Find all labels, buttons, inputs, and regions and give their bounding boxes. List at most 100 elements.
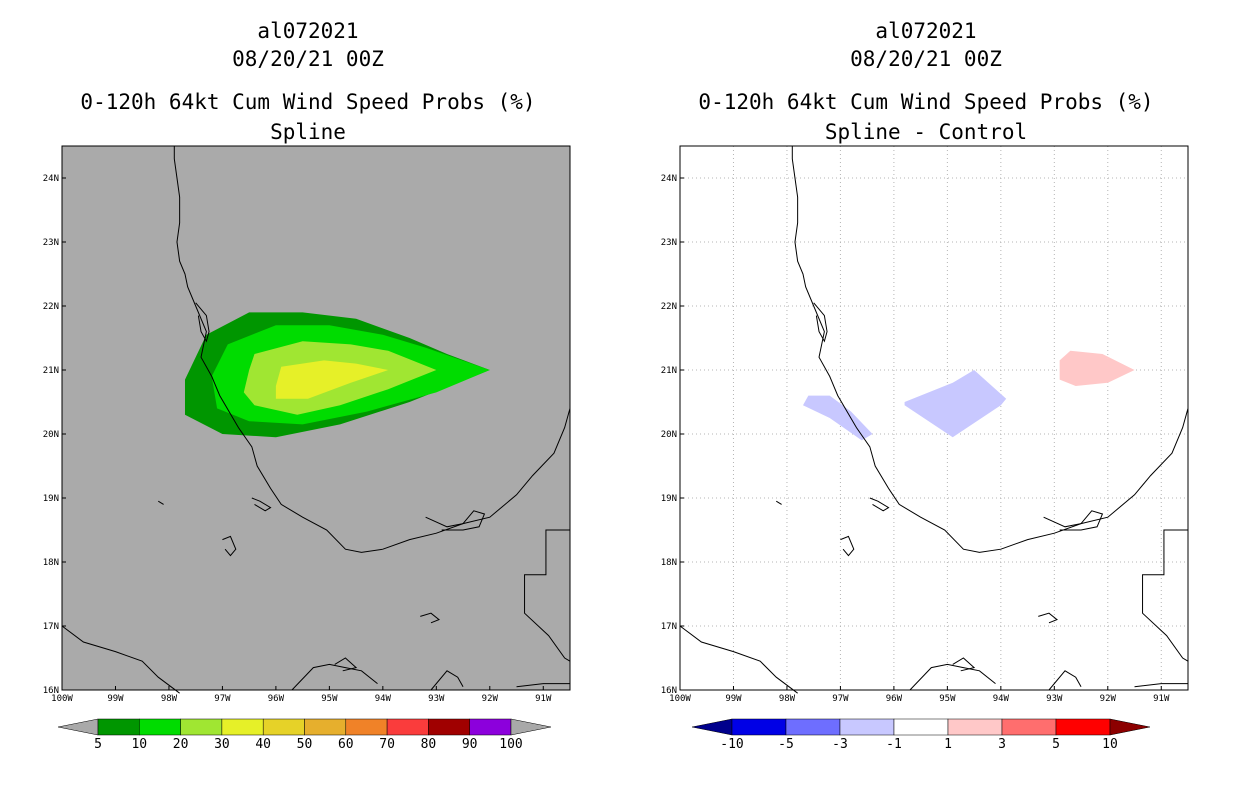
coastline-segment	[173, 146, 571, 553]
coastline-segment	[840, 535, 855, 557]
colorbar-low-triangle	[691, 718, 733, 736]
lat-tick-label: 20N	[43, 430, 59, 440]
colorbar-label: -1	[886, 737, 902, 752]
colorbar-label: 5	[94, 737, 102, 752]
coastline-segment	[334, 657, 358, 672]
left-lat-ticks: 16N 17N 18N 19N 20N 21N 22N 23N 24N	[43, 174, 66, 696]
colorbar-label: 1	[944, 737, 952, 752]
coastline-segment	[869, 497, 890, 512]
lon-tick-label: 95W	[939, 694, 956, 704]
colorbar-label: 50	[297, 737, 313, 752]
coastline-segment	[157, 500, 164, 505]
coastline-segment	[61, 625, 180, 694]
colorbar-segment	[97, 718, 140, 736]
coastline-segment	[516, 683, 570, 688]
colorbar-label: 70	[379, 737, 395, 752]
lat-tick-label: 23N	[661, 238, 677, 248]
lon-tick-label: 92W	[1100, 694, 1117, 704]
colorbar-label: 20	[173, 737, 189, 752]
lon-tick-label: 96W	[268, 694, 285, 704]
colorbar-segment	[469, 718, 512, 736]
lon-tick-label: 93W	[1046, 694, 1063, 704]
lat-tick-label: 19N	[43, 494, 59, 504]
coastline-segment	[813, 302, 828, 343]
colorbar-label: 30	[214, 737, 230, 752]
coastline-segment	[1134, 683, 1188, 688]
colorbar-segment	[345, 718, 388, 736]
lat-tick-label: 22N	[43, 302, 59, 312]
colorbar-segment	[180, 718, 223, 736]
lat-tick-label: 22N	[661, 302, 677, 312]
colorbar-low-triangle	[57, 718, 99, 736]
lon-tick-label: 94W	[993, 694, 1010, 704]
left-product-title: 0-120h 64kt Cum Wind Speed Probs (%)	[80, 90, 535, 114]
lon-tick-label: 100W	[669, 694, 691, 704]
right-lon-ticks: 100W 99W 98W 97W 96W 95W 94W 93W 92W 91W	[669, 686, 1170, 704]
lon-tick-label: 99W	[107, 694, 124, 704]
lat-tick-label: 24N	[661, 174, 677, 184]
right-coastline	[679, 146, 1189, 694]
lat-tick-label: 16N	[43, 686, 59, 696]
coastline-segment	[420, 612, 440, 624]
lon-tick-label: 97W	[832, 694, 849, 704]
left-colorbar: 5 10 20 30 40 50 60 70 80 90 100	[57, 718, 552, 752]
coastline-segment	[195, 302, 210, 343]
contour-level-30	[275, 360, 389, 399]
colorbar-label: 10	[131, 737, 147, 752]
lon-tick-label: 99W	[725, 694, 742, 704]
right-map-frame	[679, 145, 1189, 691]
colorbar-label: 90	[462, 737, 478, 752]
lon-tick-label: 94W	[375, 694, 392, 704]
lon-tick-label: 98W	[779, 694, 796, 704]
right-product-title: 0-120h 64kt Cum Wind Speed Probs (%)	[698, 90, 1153, 114]
right-panel: al072021 08/20/21 00Z 0-120h 64kt Cum Wi…	[661, 19, 1189, 752]
right-subtitle: Spline - Control	[825, 120, 1027, 144]
colorbar-segment	[139, 718, 181, 736]
left-lon-ticks: 100W 99W 98W 97W 96W 95W 94W 93W 92W 91W	[51, 686, 552, 704]
colorbar-segment	[386, 718, 429, 736]
coastline-segment	[524, 529, 571, 662]
lat-tick-label: 16N	[661, 686, 677, 696]
left-map-frame	[61, 145, 571, 691]
coastline-segment	[952, 657, 976, 672]
coastline-segment	[291, 663, 378, 691]
colorbar-label: 100	[499, 737, 522, 752]
lon-tick-label: 98W	[161, 694, 178, 704]
coastline-segment	[251, 497, 272, 512]
right-storm-id: al072021	[875, 19, 976, 43]
colorbar-segment	[731, 718, 787, 736]
colorbar-segment	[947, 718, 1003, 736]
coastline-segment	[791, 146, 1189, 553]
lat-tick-label: 19N	[661, 494, 677, 504]
colorbar-label: 40	[255, 737, 271, 752]
coastline-segment	[775, 500, 782, 505]
right-datetime: 08/20/21 00Z	[850, 47, 1002, 71]
left-subtitle: Spline	[270, 120, 346, 144]
lat-tick-label: 21N	[43, 366, 59, 376]
colorbar-segment	[1001, 718, 1057, 736]
left-coastline	[61, 146, 571, 694]
coastline-segment	[1043, 510, 1104, 531]
colorbar-label: -5	[778, 737, 794, 752]
contour-level-minus3	[904, 370, 1007, 438]
coastline-segment	[679, 625, 798, 694]
coastline-segment	[430, 670, 464, 691]
lat-tick-label: 21N	[661, 366, 677, 376]
colorbar-label: 10	[1102, 737, 1118, 752]
colorbar-high-triangle	[510, 718, 552, 736]
left-probability-contours	[184, 312, 490, 438]
lon-tick-label: 91W	[1153, 694, 1170, 704]
lon-tick-label: 100W	[51, 694, 73, 704]
colorbar-segment	[428, 718, 470, 736]
colorbar-label: -10	[720, 737, 743, 752]
left-datetime: 08/20/21 00Z	[232, 47, 384, 71]
lon-tick-label: 92W	[482, 694, 499, 704]
colorbar-label: 80	[421, 737, 437, 752]
colorbar-label: 3	[998, 737, 1006, 752]
lon-tick-label: 97W	[214, 694, 231, 704]
coastline-segment	[1048, 670, 1082, 691]
coastline-segment	[909, 663, 996, 691]
lat-tick-label: 23N	[43, 238, 59, 248]
lat-tick-label: 17N	[661, 622, 677, 632]
